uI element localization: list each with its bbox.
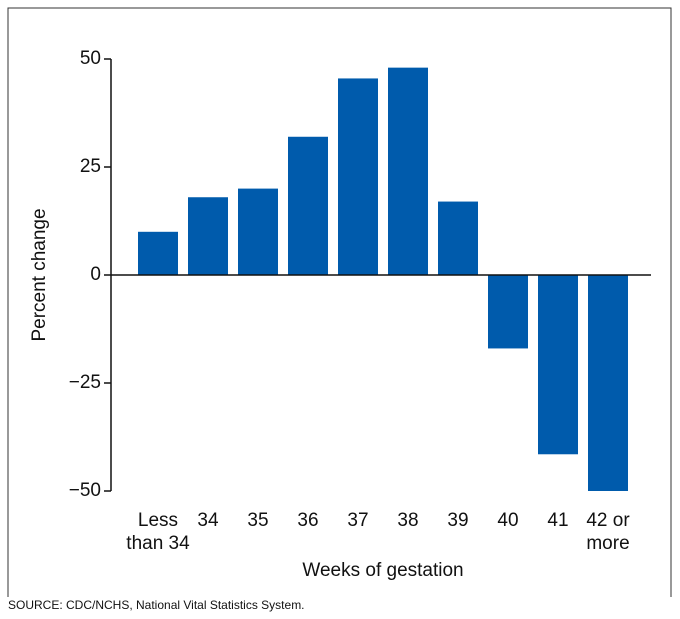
x-tick-label: 38 bbox=[397, 510, 419, 531]
bar bbox=[388, 67, 428, 275]
x-tick-label: 35 bbox=[247, 510, 269, 531]
x-tick-label: 40 bbox=[497, 510, 519, 531]
x-axis-title: Weeks of gestation bbox=[302, 560, 463, 581]
x-tick-label: 37 bbox=[347, 510, 369, 531]
bar bbox=[438, 201, 478, 275]
y-tick-label: −25 bbox=[69, 372, 101, 393]
y-tick-label: −50 bbox=[69, 480, 101, 501]
y-axis-title: Percent change bbox=[29, 208, 50, 341]
x-tick-label: 39 bbox=[447, 510, 469, 531]
bar bbox=[238, 188, 278, 275]
x-tick-label: 36 bbox=[297, 510, 319, 531]
bar bbox=[588, 275, 628, 491]
bar bbox=[188, 197, 228, 275]
x-tick-label: Less than 34 bbox=[126, 510, 190, 554]
bar bbox=[538, 275, 578, 455]
bar bbox=[288, 136, 328, 275]
frame bbox=[7, 7, 672, 597]
bar bbox=[338, 78, 378, 275]
x-tick-label: 34 bbox=[197, 510, 219, 531]
bar bbox=[488, 275, 528, 349]
y-tick-label: 0 bbox=[90, 264, 101, 285]
x-tick-label: 42 or more bbox=[586, 510, 630, 554]
bar bbox=[138, 231, 178, 275]
y-tick-label: 50 bbox=[80, 48, 101, 69]
x-tick-label: 41 bbox=[547, 510, 569, 531]
source-note: SOURCE: CDC/NCHS, National Vital Statist… bbox=[8, 598, 305, 612]
y-tick-label: 25 bbox=[80, 156, 101, 177]
